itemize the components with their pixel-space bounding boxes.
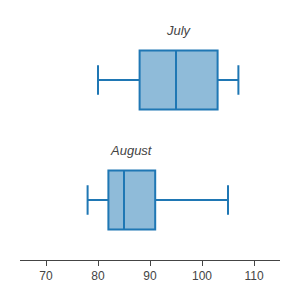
svg-text:100: 100 xyxy=(192,269,212,283)
svg-text:July: July xyxy=(166,23,192,38)
svg-text:90: 90 xyxy=(143,269,157,283)
svg-text:August: August xyxy=(110,143,153,158)
svg-text:80: 80 xyxy=(91,269,105,283)
svg-text:70: 70 xyxy=(39,269,53,283)
svg-text:110: 110 xyxy=(244,269,263,283)
